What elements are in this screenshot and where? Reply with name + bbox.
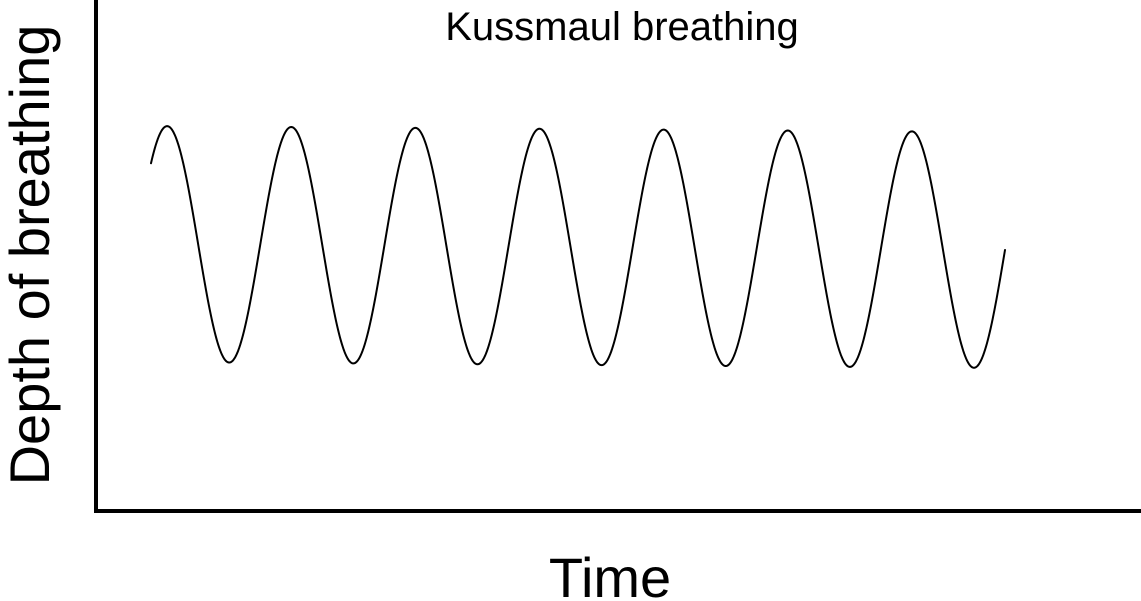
x-axis-label: Time	[549, 546, 671, 601]
chart-title: Kussmaul breathing	[445, 5, 799, 49]
y-axis-label: Depth of breathing	[0, 25, 61, 486]
breathing-wave-series	[150, 125, 1006, 369]
